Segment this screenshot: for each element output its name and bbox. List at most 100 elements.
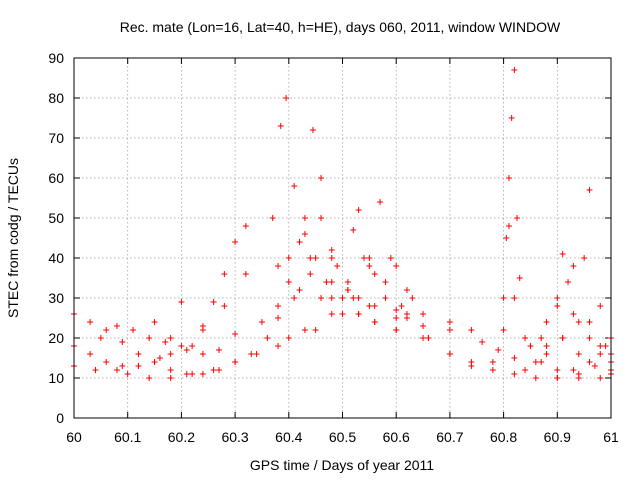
data-point [221, 303, 228, 309]
data-point [366, 303, 373, 309]
data-point [500, 327, 507, 333]
data-point [516, 275, 523, 281]
data-point [350, 295, 357, 301]
y-tick-label: 0 [56, 410, 64, 426]
series-arc-9 [264, 239, 400, 341]
data-point [355, 295, 362, 301]
data-point [554, 367, 561, 373]
data-point [586, 187, 593, 193]
data-point [565, 279, 572, 285]
data-point [479, 339, 486, 345]
data-point [275, 303, 282, 309]
data-point [532, 359, 539, 365]
data-point [130, 327, 137, 333]
data-point [97, 335, 104, 341]
series-arc-5 [124, 343, 282, 381]
data-point [538, 359, 545, 365]
data-point [258, 319, 265, 325]
data-point [167, 367, 174, 373]
data-point [253, 351, 260, 357]
data-point [371, 319, 378, 325]
data-point [318, 295, 325, 301]
data-point [511, 295, 518, 301]
data-point [355, 207, 362, 213]
data-point [291, 183, 298, 189]
data-point [597, 343, 604, 349]
data-point [511, 371, 518, 377]
data-point [334, 263, 341, 269]
data-point [350, 227, 357, 233]
chart-title: Rec. mate (Lon=16, Lat=40, h=HE), days 0… [120, 19, 561, 35]
data-point [307, 255, 314, 261]
data-point [275, 263, 282, 269]
series-arc-21 [543, 187, 614, 357]
y-tick-label: 70 [48, 130, 64, 146]
data-point [495, 347, 502, 353]
data-point [183, 371, 190, 377]
x-tick-label: 60.3 [221, 429, 248, 445]
x-tick-label: 60.8 [490, 429, 517, 445]
data-point [167, 335, 174, 341]
data-point [269, 215, 276, 221]
data-point [393, 307, 400, 313]
data-point [146, 375, 153, 381]
data-point [511, 67, 518, 73]
data-point [420, 323, 427, 329]
data-point [559, 335, 566, 341]
series-arc-4 [97, 299, 185, 345]
data-point [366, 263, 373, 269]
data-point [275, 315, 282, 321]
data-point [328, 255, 335, 261]
data-point [328, 247, 335, 253]
series-arc-7 [189, 223, 249, 349]
data-point [508, 115, 515, 121]
data-point [277, 123, 284, 129]
data-point [420, 335, 427, 341]
x-tick-label: 60.5 [329, 429, 356, 445]
data-point [554, 295, 561, 301]
series-arc-2 [71, 271, 249, 373]
data-point [339, 295, 346, 301]
data-point [291, 295, 298, 301]
series-arc-14 [328, 207, 405, 309]
series-arc-15 [339, 255, 410, 317]
data-point [199, 323, 206, 329]
data-point [570, 311, 577, 317]
data-point [285, 279, 292, 285]
x-tick-label: 60 [66, 429, 82, 445]
data-point [597, 375, 604, 381]
data-point [167, 375, 174, 381]
series-arc-3 [71, 343, 174, 369]
data-point [242, 271, 249, 277]
data-point [328, 295, 335, 301]
data-point [602, 343, 609, 349]
series-arc-18 [500, 67, 523, 301]
y-tick-label: 30 [48, 290, 64, 306]
data-point [420, 311, 427, 317]
y-tick-label: 40 [48, 250, 64, 266]
y-tick-label: 10 [48, 370, 64, 386]
data-point [323, 279, 330, 285]
data-point [489, 367, 496, 373]
data-point [425, 335, 432, 341]
data-point [232, 331, 239, 337]
data-point [446, 319, 453, 325]
series-arc-17 [425, 223, 582, 377]
data-point [554, 375, 561, 381]
x-axis-label: GPS time / Days of year 2011 [250, 457, 434, 473]
data-point [103, 327, 110, 333]
data-point [113, 323, 120, 329]
data-point [591, 363, 598, 369]
data-point [393, 315, 400, 321]
data-point [296, 239, 303, 245]
data-point [559, 251, 566, 257]
data-point [339, 311, 346, 317]
series-arc-10 [275, 215, 427, 341]
data-point [283, 95, 290, 101]
data-point [543, 343, 550, 349]
data-points [71, 67, 614, 381]
data-point [586, 359, 593, 365]
data-point [301, 215, 308, 221]
data-point [124, 371, 131, 377]
data-point [554, 303, 561, 309]
